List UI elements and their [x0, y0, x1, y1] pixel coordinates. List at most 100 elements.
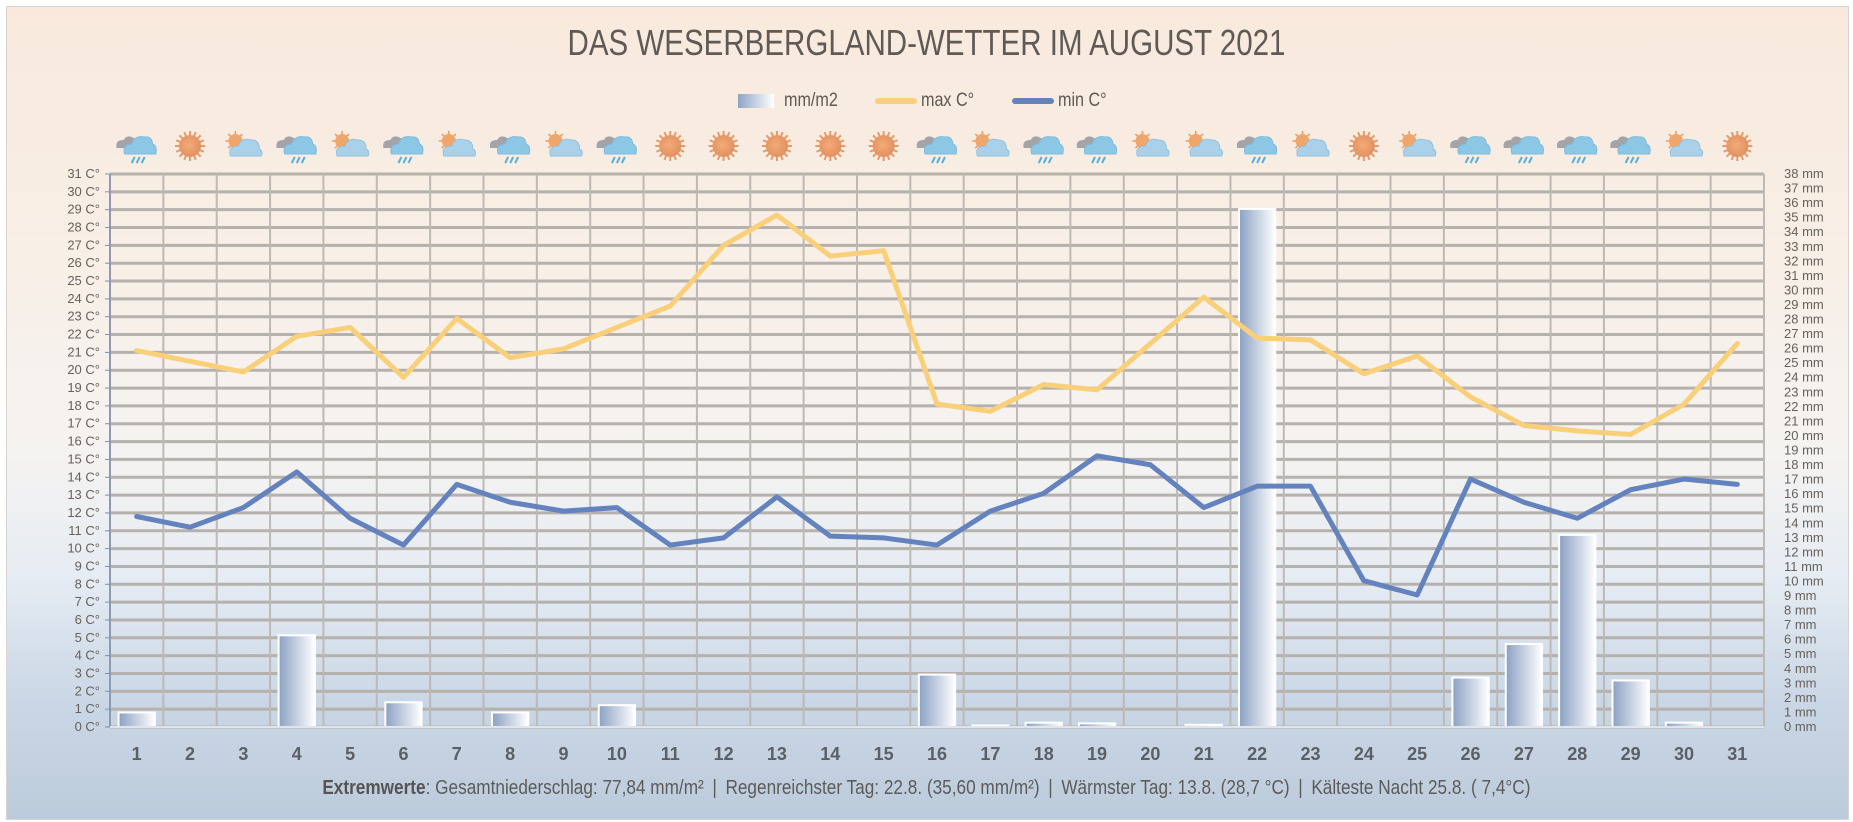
right-tick-label: 7 mm	[1784, 617, 1817, 632]
cloud	[442, 138, 476, 157]
precip-bars	[117, 207, 1704, 729]
max-temp-line	[134, 212, 1740, 437]
x-tick-label: 28	[1567, 744, 1587, 764]
x-tick-label: 13	[767, 744, 787, 764]
x-tick-label: 30	[1674, 744, 1694, 764]
precip-bar	[1558, 533, 1597, 729]
rain-icon	[1236, 136, 1278, 164]
right-tick-label: 28 mm	[1784, 312, 1824, 327]
x-tick-label: 18	[1034, 744, 1054, 764]
sun-icon	[655, 131, 686, 161]
precip-bar	[917, 673, 957, 729]
rain-icon	[1023, 136, 1064, 164]
left-tick-label: 19 C°	[67, 380, 100, 395]
partly-cloudy-icon	[225, 131, 263, 157]
left-tick-label: 15 C°	[67, 451, 100, 466]
right-tick-label: 12 mm	[1784, 544, 1824, 559]
x-tick-label: 31	[1727, 744, 1747, 764]
cloud	[496, 136, 531, 155]
x-tick-label: 21	[1194, 744, 1214, 764]
left-tick-label: 16 C°	[67, 434, 100, 449]
rain-drops	[610, 156, 626, 164]
precip-bar	[597, 704, 637, 729]
chart-title: DAS WESERBERGLAND-WETTER IM AUGUST 2021	[567, 22, 1286, 63]
x-axis: 1 2 3 4 5 6 7 8 9 10 11 12 13 14 15 16 17 18 19 20 21 22 23 24 2…	[110, 726, 1764, 764]
sun-icon	[868, 131, 899, 161]
precip-bar	[1504, 643, 1544, 728]
left-tick-label: 10 C°	[67, 541, 100, 556]
left-tick-label: 8 C°	[75, 576, 100, 591]
x-tick-label: 22	[1247, 744, 1267, 764]
left-tick-label: 22 C°	[67, 327, 100, 342]
sun-disc	[659, 135, 682, 157]
rain-drops	[1037, 156, 1053, 164]
partly-cloudy-icon	[438, 131, 476, 157]
left-tick-label: 14 C°	[67, 469, 100, 484]
cloud	[1189, 138, 1223, 157]
right-tick-label: 38 mm	[1784, 166, 1824, 181]
sun-disc	[872, 135, 895, 157]
x-tick-label: 14	[820, 744, 840, 764]
rain-drops	[397, 156, 413, 164]
legend-label: min C°	[1057, 90, 1107, 111]
cloud	[1243, 136, 1278, 155]
min-temp-line	[134, 453, 1740, 598]
legend: mm/m2 max C° min C°	[0, 90, 1853, 112]
right-tick-label: 37 mm	[1784, 181, 1824, 196]
right-tick-label: 2 mm	[1784, 690, 1817, 705]
x-tick-label: 5	[345, 744, 355, 764]
right-tick-label: 33 mm	[1784, 239, 1824, 254]
left-tick-label: 30 C°	[67, 184, 100, 199]
cloud	[1510, 136, 1544, 155]
left-axis: 0 C° 1 C° 2 C° 3 C° 4 C° 5 C° 6 C° 7 C° 8 C° 9 C°…	[67, 166, 111, 734]
footer-coldest-night: Kälteste Nacht 25.8. ( 7,4°C)	[1311, 777, 1531, 799]
precip-bar	[491, 711, 530, 729]
sun-icon	[761, 131, 792, 161]
x-tick-label: 16	[927, 744, 947, 764]
right-tick-label: 35 mm	[1784, 210, 1824, 225]
partly-cloudy-icon	[1185, 131, 1223, 157]
rain-icon	[1610, 136, 1651, 164]
right-tick-label: 10 mm	[1784, 573, 1824, 588]
right-tick-label: 17 mm	[1784, 472, 1824, 487]
partly-cloudy-icon	[1292, 131, 1330, 157]
sun-icon	[175, 131, 206, 161]
cloud	[1564, 136, 1598, 155]
left-tick-label: 12 C°	[67, 505, 100, 520]
left-tick-label: 18 C°	[67, 398, 100, 413]
rain-drops	[1624, 156, 1640, 164]
sun-icon	[1722, 131, 1753, 161]
right-tick-label: 25 mm	[1784, 355, 1824, 370]
x-tick-label: 9	[559, 744, 569, 764]
footer-extremes: Extremwerte: Gesamtniederschlag: 77,84 m…	[322, 777, 1531, 799]
right-tick-label: 34 mm	[1784, 224, 1824, 239]
left-tick-label: 23 C°	[67, 309, 100, 324]
right-axis: 0 mm1 mm2 mm3 mm4 mm5 mm6 mm7 mm8 mm9 mm…	[1784, 166, 1824, 734]
x-tick-label: 15	[874, 744, 894, 764]
precip-bar	[117, 711, 156, 729]
left-tick-label: 13 C°	[67, 487, 100, 502]
rain-drops	[1571, 156, 1587, 164]
cloud	[229, 138, 263, 157]
right-tick-label: 23 mm	[1784, 384, 1824, 399]
left-tick-label: 26 C°	[67, 255, 100, 270]
legend-item-min: min C°	[1011, 90, 1115, 112]
x-tick-label: 6	[398, 744, 408, 764]
right-tick-label: 18 mm	[1784, 457, 1824, 472]
left-tick-label: 0 C°	[75, 719, 100, 734]
legend-item-max: max C°	[875, 90, 984, 112]
x-tick-label: 12	[714, 744, 734, 764]
right-tick-label: 26 mm	[1784, 341, 1824, 356]
x-tick-label: 11	[661, 744, 680, 764]
sun-disc	[819, 135, 842, 157]
legend-label: mm/m2	[783, 90, 838, 111]
sun-disc	[765, 135, 788, 157]
rain-icon	[916, 136, 958, 164]
rain-drops	[290, 156, 306, 164]
right-tick-label: 22 mm	[1784, 399, 1824, 414]
sun-disc	[179, 135, 202, 157]
rain-icon	[383, 136, 424, 164]
left-tick-label: 6 C°	[75, 612, 100, 627]
x-tick-label: 24	[1354, 744, 1374, 764]
